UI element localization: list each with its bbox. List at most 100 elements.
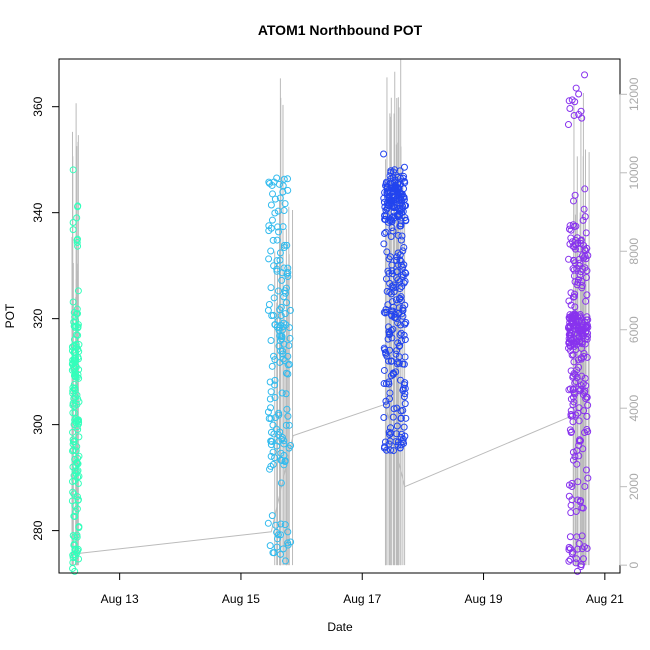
data-point [382, 178, 390, 186]
data-point [264, 306, 272, 314]
data-point [568, 496, 576, 504]
data-point [287, 538, 295, 546]
data-point [384, 301, 392, 309]
data-point [70, 551, 78, 559]
data-point [276, 194, 284, 202]
data-point [279, 182, 287, 190]
data-point [568, 482, 576, 490]
data-point [388, 267, 396, 275]
data-point [386, 437, 394, 445]
y2-tick-label: 4000 [627, 395, 641, 422]
data-point [577, 325, 585, 333]
y-axis-right: 0 2000 4000 6000 8000 10000 12000 [619, 77, 641, 568]
data-point [284, 361, 292, 369]
data-point [69, 559, 77, 567]
data-point [282, 390, 290, 398]
data-point [400, 393, 408, 401]
data-point [391, 176, 399, 184]
data-point [396, 285, 404, 293]
data-point [264, 408, 272, 416]
data-point [270, 262, 278, 270]
data-point [273, 543, 281, 551]
data-point [583, 412, 591, 420]
data-point [575, 452, 583, 460]
data-point [71, 364, 79, 372]
x-tick-label: Aug 19 [465, 592, 503, 606]
data-point [567, 289, 575, 297]
data-point [74, 545, 82, 553]
data-point [266, 395, 274, 403]
data-point [390, 212, 398, 220]
data-point [390, 405, 398, 413]
secondary-series [71, 59, 590, 566]
data-point [578, 372, 586, 380]
data-point [70, 385, 78, 393]
data-point [583, 335, 591, 343]
data-point [569, 401, 577, 409]
data-point [380, 344, 388, 352]
data-point [565, 225, 573, 233]
data-point [382, 212, 390, 220]
data-point [381, 443, 389, 451]
data-point [399, 306, 407, 314]
data-point [265, 414, 273, 422]
data-point [583, 393, 591, 401]
data-point [275, 431, 283, 439]
data-point [566, 426, 574, 434]
data-point [279, 545, 287, 553]
data-point [267, 462, 275, 470]
data-point [70, 349, 78, 357]
data-point [391, 310, 399, 318]
data-point [389, 447, 397, 455]
data-point [287, 442, 295, 450]
data-point [386, 446, 394, 454]
data-point [579, 504, 587, 512]
data-point [271, 381, 279, 389]
data-point [267, 404, 275, 412]
data-point [401, 320, 409, 328]
data-point [277, 550, 285, 558]
data-point [276, 256, 284, 264]
data-point [75, 374, 83, 382]
data-point [267, 201, 275, 209]
data-point [265, 300, 273, 308]
data-point [73, 310, 81, 318]
y-tick-label: 300 [31, 414, 45, 434]
data-point [577, 497, 585, 505]
data-point [388, 334, 396, 342]
data-point [572, 346, 580, 354]
data-point [565, 97, 573, 105]
data-point [273, 442, 281, 450]
data-point [382, 275, 390, 283]
data-point [577, 561, 585, 569]
data-point [582, 273, 590, 281]
data-point [572, 377, 580, 385]
data-point [276, 249, 284, 257]
data-point [574, 276, 582, 284]
data-point [397, 236, 405, 244]
data-point [386, 279, 394, 287]
y-tick-label: 320 [31, 308, 45, 328]
data-point [393, 180, 401, 188]
data-point [583, 267, 591, 275]
data-point [268, 512, 276, 520]
data-point [267, 336, 275, 344]
data-points [68, 71, 592, 575]
data-point [396, 295, 404, 303]
data-point [284, 412, 292, 420]
data-point [584, 474, 592, 482]
data-point [573, 460, 581, 468]
y2-tick-label: 0 [627, 561, 641, 568]
data-point [398, 430, 406, 438]
data-point [69, 446, 77, 454]
data-point [285, 342, 293, 350]
data-point [388, 216, 396, 224]
data-point [579, 380, 587, 388]
data-point [398, 204, 406, 212]
data-point [271, 394, 279, 402]
data-point [69, 226, 77, 234]
data-point [71, 567, 79, 575]
data-point [572, 508, 580, 516]
data-point [382, 349, 390, 357]
data-point [267, 452, 275, 460]
